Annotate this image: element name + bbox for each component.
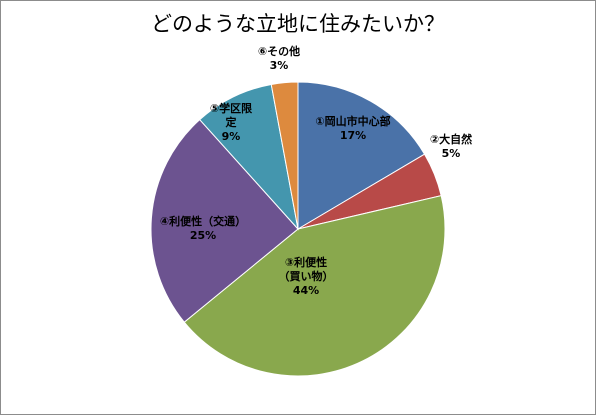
pie-slices (150, 81, 446, 377)
slice-percent-label-5: 9% (222, 130, 241, 143)
pie-slice-4 (150, 118, 299, 323)
slice-category-label-5: ⑤学区限 (210, 101, 252, 115)
slice-category-label-6: ⑥その他 (258, 44, 300, 58)
pie-slice-6 (270, 81, 299, 230)
slice-category-label-2: ②大自然 (430, 132, 472, 146)
slice-category-label-5: 定 (226, 115, 237, 129)
chart-title: どのような立地に住みたいか？ (151, 12, 445, 36)
slice-percent-label-2: 5% (442, 147, 461, 160)
slice-percent-label-4: 25% (190, 229, 216, 242)
slice-percent-label-6: 3% (270, 59, 289, 72)
slice-percent-label-1: 17% (340, 129, 366, 142)
slice-category-label-1: ①岡山市中心部 (315, 114, 390, 128)
slice-category-label-3: ③利便性 (285, 255, 327, 269)
slice-percent-label-3: 44% (293, 284, 319, 297)
pie-slice-1 (297, 81, 426, 230)
slice-category-label-3: （買い物） (279, 269, 334, 283)
pie-slice-3 (183, 195, 446, 377)
slice-category-label-4: ④利便性（交通） (160, 214, 246, 228)
